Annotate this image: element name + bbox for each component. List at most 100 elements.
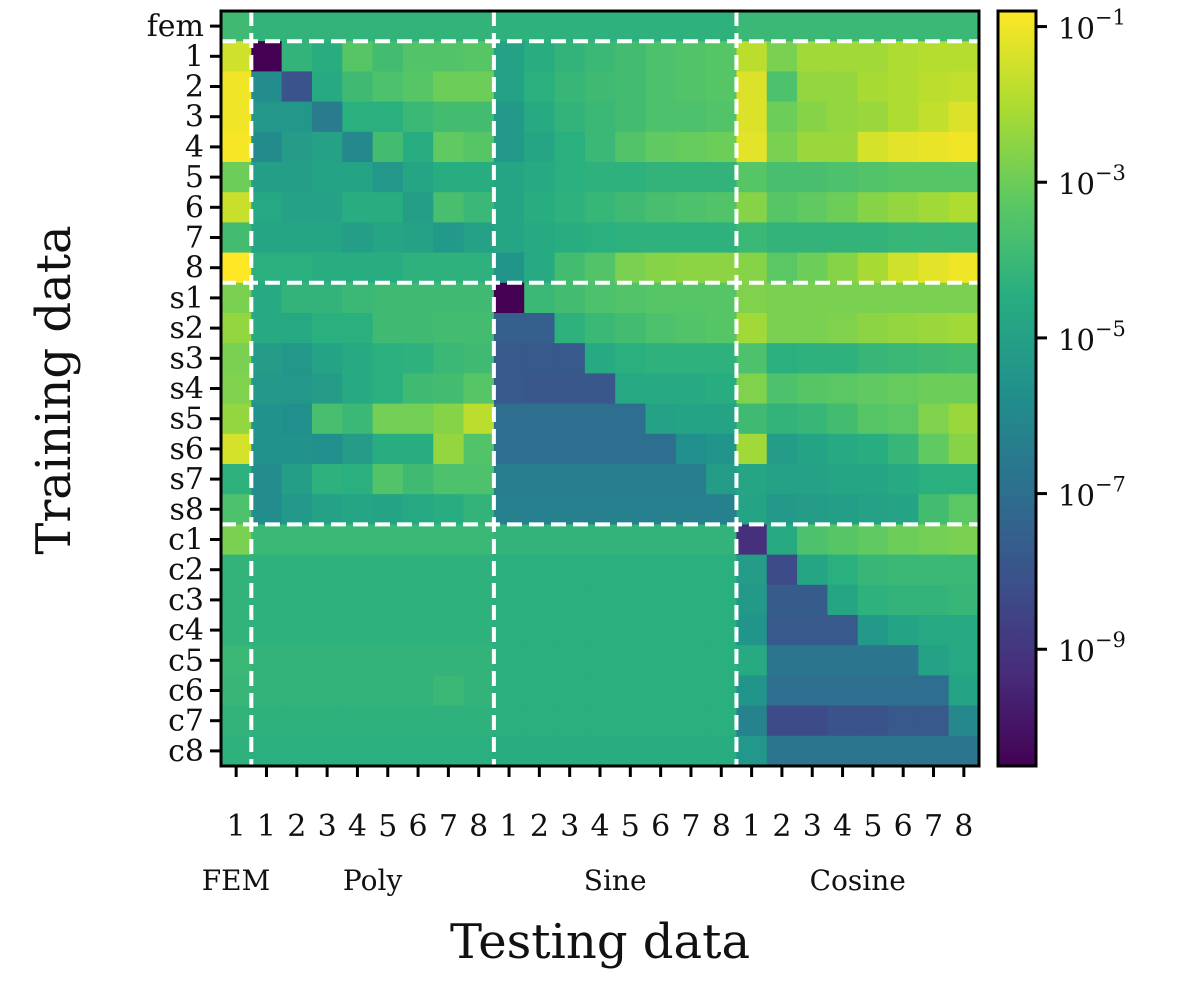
heatmap-cell (948, 101, 980, 133)
heatmap-cell (221, 131, 252, 163)
heatmap-cell (281, 101, 313, 133)
heatmap-cell (433, 584, 465, 616)
heatmap-cell (948, 71, 980, 103)
heatmap-cell (251, 41, 283, 72)
heatmap-cell (311, 705, 343, 737)
heatmap-cell (706, 71, 738, 103)
heatmap-cell (342, 705, 374, 737)
y-tick-label: s1 (170, 281, 204, 316)
heatmap-cell (736, 464, 768, 495)
heatmap-cell (615, 373, 647, 405)
heatmap-cell (918, 735, 950, 767)
heatmap-cell (251, 373, 283, 405)
heatmap-cell (342, 222, 374, 254)
heatmap-cell (342, 675, 374, 707)
heatmap-cell (615, 313, 647, 344)
heatmap-cell (736, 71, 768, 103)
heatmap-cell (888, 192, 919, 223)
heatmap-cell (797, 554, 828, 586)
y-tick-label: 2 (185, 70, 204, 105)
heatmap-cell (251, 343, 283, 374)
heatmap-cell (342, 615, 374, 646)
heatmap-cell (736, 675, 768, 707)
heatmap-cell (311, 464, 343, 495)
heatmap-cell (342, 373, 374, 405)
heatmap-cell (493, 433, 525, 465)
heatmap-cell (584, 494, 616, 525)
heatmap-cell (493, 101, 525, 133)
heatmap-cell (584, 71, 616, 103)
heatmap-cell (918, 554, 950, 586)
heatmap-cell (433, 313, 465, 344)
heatmap-cell (342, 11, 374, 42)
heatmap-cell (433, 735, 465, 767)
heatmap-cell (736, 162, 768, 193)
heatmap-cell (615, 162, 647, 193)
heatmap-cell (221, 222, 252, 254)
heatmap-cell (948, 433, 980, 465)
heatmap-cell (675, 222, 707, 254)
heatmap-cell (857, 615, 889, 646)
heatmap-cell (645, 584, 677, 616)
heatmap-cell (948, 675, 980, 707)
heatmap-cell (342, 554, 374, 586)
heatmap-cell (797, 41, 828, 72)
heatmap-cell (524, 131, 556, 163)
heatmap-cell (524, 313, 556, 344)
heatmap-cell (797, 131, 828, 163)
heatmap-cell (736, 373, 768, 405)
heatmap-cell (797, 11, 828, 42)
heatmap-cell (857, 675, 889, 707)
y-tick-label: s8 (170, 492, 204, 527)
heatmap-cell (402, 464, 434, 495)
heatmap-cell (675, 162, 707, 193)
heatmap-cell (493, 192, 525, 223)
heatmap-cell (827, 403, 859, 435)
heatmap-cell (797, 162, 828, 193)
heatmap-cell (311, 131, 343, 163)
heatmap-cell (857, 584, 889, 616)
heatmap-cell (797, 373, 828, 405)
heatmap-cell (766, 71, 798, 103)
heatmap-cell (857, 131, 889, 163)
heatmap-cell (857, 735, 889, 767)
heatmap-cell (221, 675, 252, 707)
heatmap-cell (402, 222, 434, 254)
heatmap-cell (827, 494, 859, 525)
heatmap-cell (311, 373, 343, 405)
heatmap-cell (311, 41, 343, 72)
heatmap-cell (675, 373, 707, 405)
heatmap-cell (342, 101, 374, 133)
heatmap-cell (645, 343, 677, 374)
y-tick-label: s6 (170, 432, 204, 467)
heatmap-cell (584, 41, 616, 72)
heatmap-cell (675, 192, 707, 223)
heatmap-cell (797, 313, 828, 344)
heatmap-cell (281, 615, 313, 646)
y-tick-label: c6 (168, 674, 204, 709)
heatmap-cell (372, 494, 404, 525)
colorbar-tick-label: 10−3 (1058, 161, 1126, 201)
heatmap-cell (524, 252, 556, 284)
heatmap-cell (645, 11, 677, 42)
heatmap-cell (524, 433, 556, 465)
heatmap-cell (372, 222, 404, 254)
heatmap-cell (311, 101, 343, 133)
heatmap-cell (797, 705, 828, 737)
heatmap-cell (221, 494, 252, 525)
heatmap-cell (554, 735, 586, 767)
heatmap-cell (948, 584, 980, 616)
heatmap-cell (281, 222, 313, 254)
heatmap-cell (402, 675, 434, 707)
heatmap-cell (857, 645, 889, 676)
heatmap-cell (433, 615, 465, 646)
heatmap-cell (221, 705, 252, 737)
heatmap-cell (706, 584, 738, 616)
heatmap-cell (766, 313, 798, 344)
heatmap-cell (463, 41, 495, 72)
heatmap-cell (463, 11, 495, 42)
heatmap-cell (281, 675, 313, 707)
heatmap-cell (857, 71, 889, 103)
y-tick-label: s2 (170, 311, 204, 346)
heatmap-cell (857, 162, 889, 193)
